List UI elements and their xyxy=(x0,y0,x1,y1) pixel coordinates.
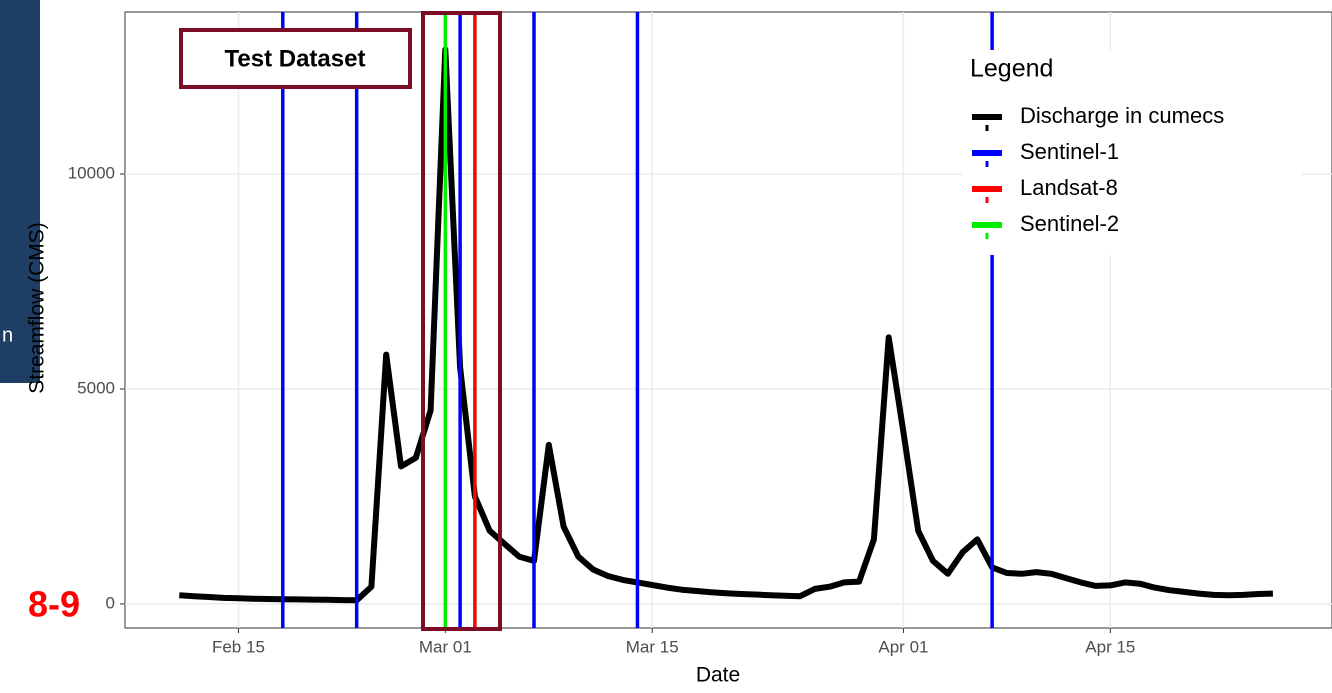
y-axis-label: Streamflow (CMS) xyxy=(26,222,49,394)
annotation-text: Test Dataset xyxy=(225,45,366,72)
x-tick-label: Mar 01 xyxy=(419,637,472,656)
x-tick-label: Feb 15 xyxy=(212,637,265,656)
marks xyxy=(179,12,1273,628)
background-image-fragment xyxy=(0,0,40,383)
y-tick-label: 10000 xyxy=(68,164,115,183)
discharge-line xyxy=(179,46,1273,604)
legend-label: Sentinel-1 xyxy=(1020,139,1119,164)
x-axis-label: Date xyxy=(696,664,740,687)
legend-title: Legend xyxy=(970,55,1053,83)
y-tick-label: 0 xyxy=(106,593,115,612)
annotation-box xyxy=(179,28,412,89)
x-tick-label: Apr 15 xyxy=(1085,637,1135,656)
legend-label: Discharge in cumecs xyxy=(1020,103,1224,128)
x-tick-label: Mar 15 xyxy=(626,637,679,656)
overlay: Test Dataset Legend Discharge in cumecs Sen… xyxy=(179,11,1302,631)
slide-label: 8-9 xyxy=(28,584,80,625)
test-window-box xyxy=(421,11,502,631)
y-tick-label: 5000 xyxy=(77,378,115,397)
legend-label: Landsat-8 xyxy=(1020,175,1118,200)
fragment-text: n xyxy=(2,324,13,346)
x-tick-label: Apr 01 xyxy=(878,637,928,656)
legend-box xyxy=(962,50,1302,255)
legend-label: Sentinel-2 xyxy=(1020,211,1119,236)
